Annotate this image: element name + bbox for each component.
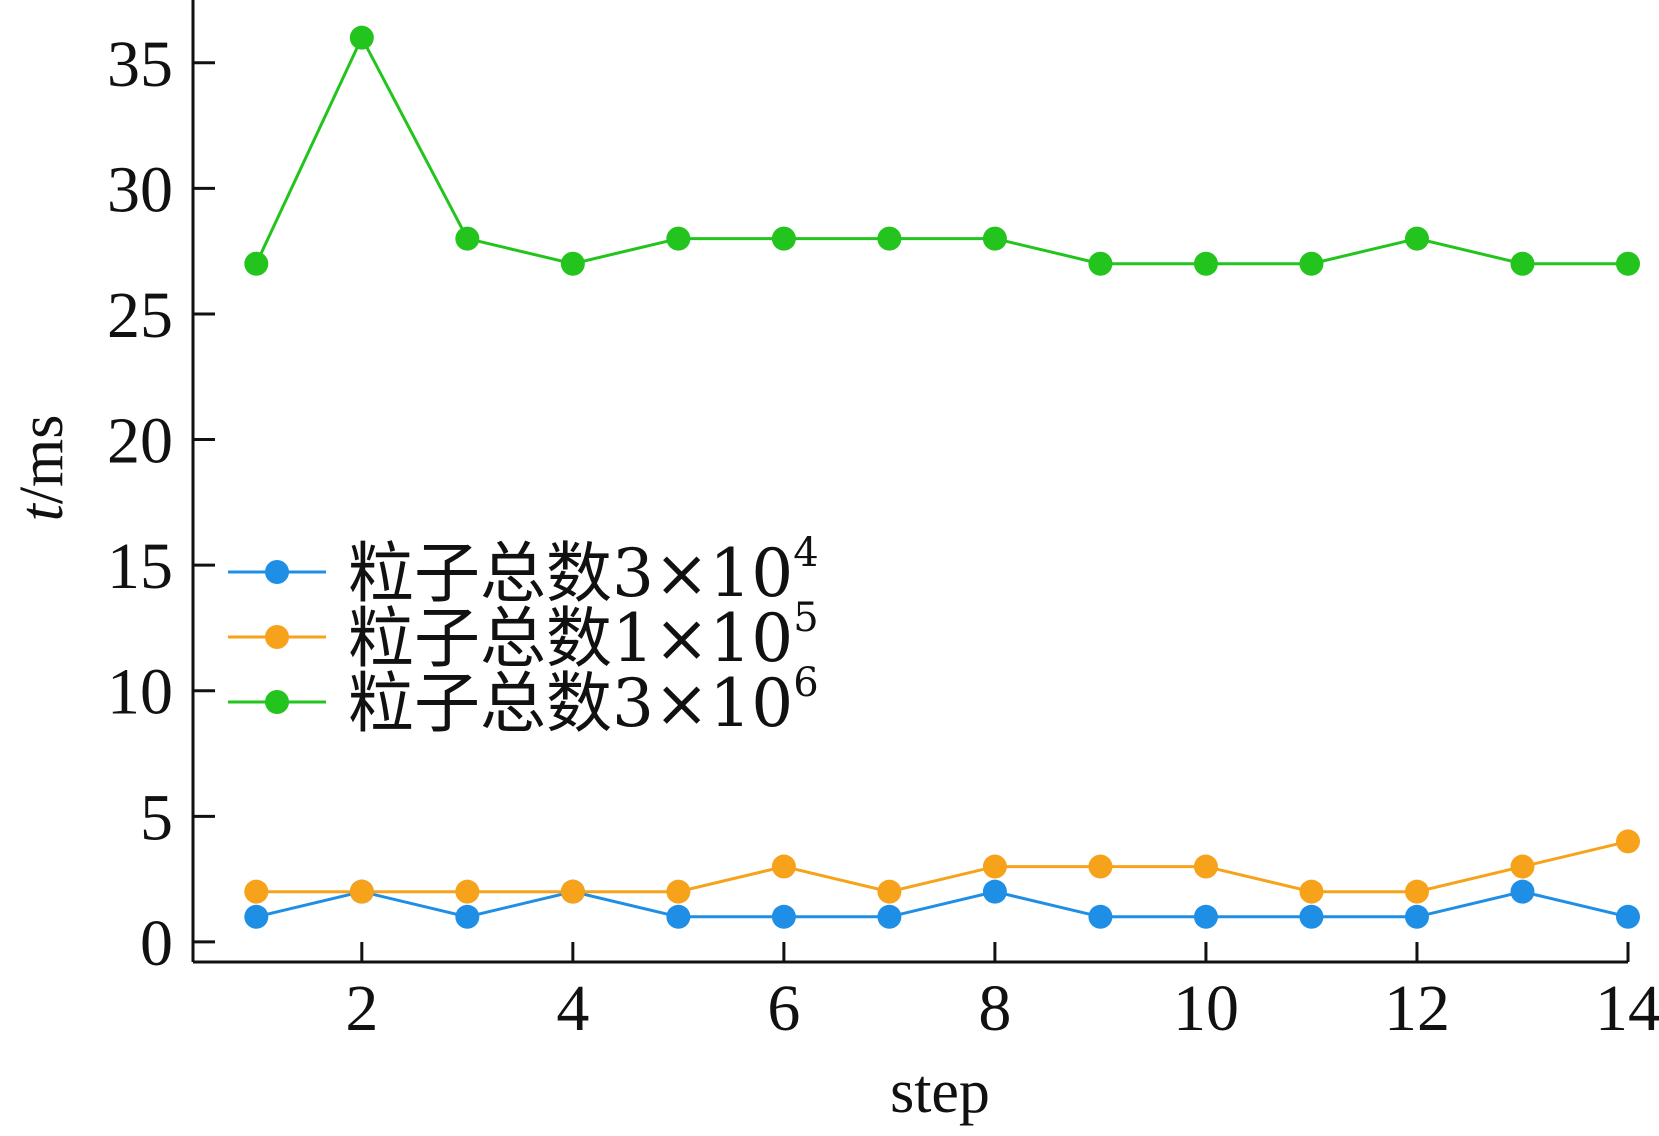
data-point — [349, 25, 374, 50]
data-point — [771, 854, 796, 879]
legend-label: 粒子总数3×106 — [348, 660, 819, 742]
series-line — [256, 839, 1629, 894]
data-point — [1088, 854, 1113, 879]
data-point — [982, 854, 1007, 879]
y-axis-label: t/ms — [8, 415, 76, 522]
y-tick-label: 20 — [107, 405, 173, 478]
x-tick-label: 10 — [1173, 972, 1239, 1045]
data-point — [455, 879, 480, 904]
data-point — [455, 904, 480, 929]
data-point — [771, 904, 796, 929]
data-point — [1616, 829, 1640, 854]
legend-marker — [265, 690, 289, 714]
data-point — [1404, 904, 1429, 929]
y-tick-label: 0 — [140, 907, 173, 980]
legend-marker — [265, 625, 289, 649]
y-tick-label: 30 — [107, 153, 173, 226]
x-ticks: 2 4 6 8 10 12 14 — [345, 942, 1659, 1045]
y-tick-label: 10 — [107, 656, 173, 729]
legend-label: 粒子总数3×104 — [348, 530, 819, 612]
series-line — [255, 890, 1629, 919]
data-point — [1510, 854, 1535, 879]
data-point — [1193, 904, 1218, 929]
data-point — [1193, 854, 1218, 879]
legend-label: 粒子总数1×105 — [348, 595, 819, 677]
y-tick-label: 25 — [107, 279, 173, 352]
series-2 — [244, 829, 1640, 904]
y-tick-label: 5 — [140, 781, 173, 854]
data-point — [244, 879, 269, 904]
data-point — [1616, 904, 1640, 929]
x-tick-label: 4 — [556, 972, 589, 1045]
data-point — [1616, 251, 1640, 276]
data-point — [1088, 904, 1113, 929]
data-point — [1404, 226, 1429, 251]
series-3 — [244, 25, 1640, 276]
series-layer — [244, 25, 1640, 929]
legend-marker — [265, 560, 289, 584]
data-point — [1088, 251, 1113, 276]
data-point — [244, 904, 269, 929]
axes — [191, 0, 1628, 964]
data-point — [877, 879, 902, 904]
x-tick-label: 14 — [1595, 972, 1659, 1045]
data-point — [1193, 251, 1218, 276]
data-point — [877, 904, 902, 929]
data-point — [244, 251, 269, 276]
data-point — [560, 879, 585, 904]
data-point — [560, 251, 585, 276]
y-ticks: 0 5 10 15 20 25 30 35 — [107, 28, 215, 980]
data-point — [455, 226, 480, 251]
data-point — [1510, 251, 1535, 276]
x-axis-label: step — [890, 1058, 990, 1126]
data-point — [1404, 879, 1429, 904]
series-line — [254, 34, 1628, 266]
legend-item: 粒子总数1×105 — [228, 595, 819, 677]
data-point — [349, 879, 374, 904]
data-point — [982, 226, 1007, 251]
x-tick-label: 6 — [767, 972, 800, 1045]
data-point — [666, 226, 691, 251]
data-point — [1299, 904, 1324, 929]
data-point — [1299, 251, 1324, 276]
data-point — [1510, 879, 1535, 904]
data-point — [1299, 879, 1324, 904]
data-point — [982, 879, 1007, 904]
y-tick-label: 35 — [107, 28, 173, 101]
data-point — [771, 226, 796, 251]
x-tick-label: 12 — [1384, 972, 1450, 1045]
data-point — [666, 904, 691, 929]
data-point — [666, 879, 691, 904]
legend-item: 粒子总数3×106 — [228, 660, 819, 742]
x-tick-label: 8 — [978, 972, 1011, 1045]
data-point — [877, 226, 902, 251]
y-tick-label: 15 — [107, 530, 173, 603]
x-tick-label: 2 — [345, 972, 378, 1045]
legend-item: 粒子总数3×104 — [228, 530, 819, 612]
